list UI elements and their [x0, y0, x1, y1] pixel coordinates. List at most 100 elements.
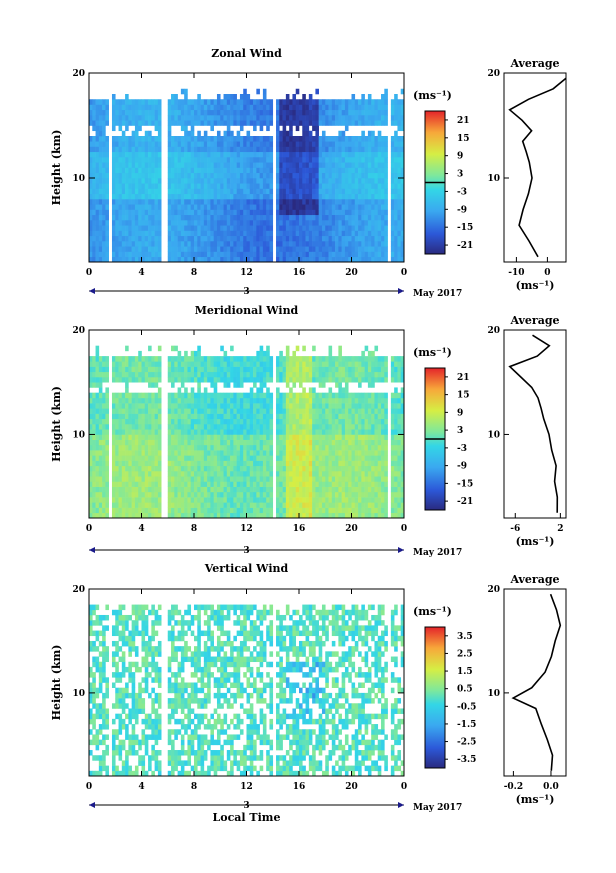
- heatmap-cell: [98, 497, 103, 503]
- heatmap-cell: [367, 141, 372, 147]
- heatmap-cell: [102, 220, 106, 226]
- heatmap-cell: [177, 450, 182, 456]
- heatmap-cell: [266, 109, 270, 116]
- heatmap-cell: [299, 361, 303, 367]
- heatmap-cell: [282, 136, 287, 142]
- heatmap-cell: [121, 356, 126, 362]
- heatmap-cell: [318, 183, 323, 189]
- heatmap-cell: [125, 209, 129, 216]
- heatmap-cell: [318, 199, 323, 205]
- heatmap-cell: [138, 172, 142, 179]
- heatmap-cell: [223, 444, 228, 451]
- heatmap-cell: [351, 146, 356, 153]
- heatmap-cell: [121, 188, 126, 195]
- heatmap-cell: [276, 460, 280, 467]
- heatmap-cell: [128, 455, 132, 461]
- heatmap-cell: [269, 256, 274, 263]
- heatmap-cell: [233, 209, 237, 216]
- heatmap-cell: [220, 178, 224, 184]
- heatmap-cell: [128, 413, 132, 420]
- heatmap-cell: [325, 209, 329, 216]
- heatmap-cell: [289, 230, 293, 237]
- heatmap-cell: [328, 366, 333, 373]
- heatmap-cell: [371, 99, 375, 105]
- heatmap-cell: [299, 502, 303, 508]
- heatmap-cell: [246, 251, 251, 258]
- heatmap-cell: [154, 382, 159, 388]
- heatmap-cell: [151, 193, 155, 200]
- heatmap-cell: [128, 256, 132, 263]
- heatmap-cell: [213, 403, 218, 409]
- heatmap-cell: [190, 397, 195, 404]
- heatmap-cell: [302, 204, 306, 210]
- heatmap-cell: [220, 345, 224, 352]
- heatmap-cell: [285, 418, 290, 425]
- heatmap-cell: [266, 429, 270, 435]
- heatmap-cell: [92, 162, 96, 168]
- heatmap-cell: [315, 361, 319, 367]
- heatmap-cell: [351, 241, 356, 247]
- heatmap-cell: [171, 439, 175, 446]
- heatmap-cell: [105, 387, 109, 393]
- heatmap-cell: [111, 356, 116, 362]
- heatmap-cell: [295, 413, 300, 420]
- heatmap-cell: [338, 188, 342, 195]
- heatmap-cell: [285, 94, 290, 100]
- heatmap-cell: [226, 502, 231, 508]
- heatmap-cell: [167, 465, 172, 472]
- heatmap-cell: [233, 486, 237, 493]
- y-tick-label: 20: [72, 69, 85, 79]
- heatmap-cell: [89, 497, 93, 503]
- heatmap-cell: [292, 235, 297, 242]
- heatmap-cell: [302, 455, 306, 461]
- heatmap-cell: [144, 444, 149, 451]
- heatmap-cell: [125, 486, 129, 493]
- heatmap-cell: [194, 507, 198, 514]
- heatmap-cell: [226, 486, 231, 493]
- heatmap-cell: [177, 424, 182, 430]
- heatmap-cell: [98, 183, 103, 189]
- heatmap-cell: [216, 99, 221, 105]
- heatmap-cell: [371, 109, 375, 116]
- heatmap-cell: [102, 115, 106, 121]
- heatmap-cell: [177, 193, 182, 200]
- heatmap-cell: [190, 225, 195, 231]
- heatmap-cell: [266, 162, 270, 168]
- heatmap-cell: [312, 403, 316, 409]
- heatmap-cell: [190, 136, 195, 142]
- heatmap-cell: [239, 382, 244, 388]
- heatmap-cell: [180, 256, 185, 263]
- heatmap-cell: [289, 214, 293, 221]
- heatmap-cell: [367, 109, 372, 116]
- heatmap-cell: [243, 230, 247, 237]
- heatmap-cell: [243, 167, 247, 174]
- heatmap-cell: [253, 429, 257, 435]
- heatmap-cell: [315, 450, 319, 456]
- heatmap-cell: [89, 491, 93, 498]
- heatmap-cell: [223, 183, 228, 189]
- heatmap-cell: [177, 167, 182, 174]
- heatmap-cell: [299, 491, 303, 498]
- heatmap-cell: [141, 193, 146, 200]
- heatmap-cell: [331, 444, 336, 451]
- heatmap-cell: [154, 377, 159, 383]
- heatmap-cell: [92, 220, 96, 226]
- heatmap-cell: [367, 183, 372, 189]
- heatmap-cell: [394, 188, 398, 195]
- heatmap-cell: [226, 460, 231, 467]
- heatmap-cell: [230, 141, 234, 147]
- heatmap-cell: [269, 241, 274, 247]
- heatmap-cell: [128, 157, 132, 163]
- heatmap-cell: [256, 146, 260, 153]
- heatmap-cell: [371, 214, 375, 221]
- heatmap-cell: [131, 424, 136, 430]
- heatmap-cell: [348, 151, 352, 158]
- heatmap-cell: [331, 366, 336, 373]
- heatmap-cell: [331, 151, 336, 158]
- heatmap-cell: [151, 382, 155, 388]
- heatmap-cell: [253, 366, 257, 373]
- heatmap-cell: [394, 241, 398, 247]
- heatmap-cell: [171, 104, 175, 111]
- heatmap-cell: [236, 178, 241, 184]
- heatmap-cell: [184, 183, 188, 189]
